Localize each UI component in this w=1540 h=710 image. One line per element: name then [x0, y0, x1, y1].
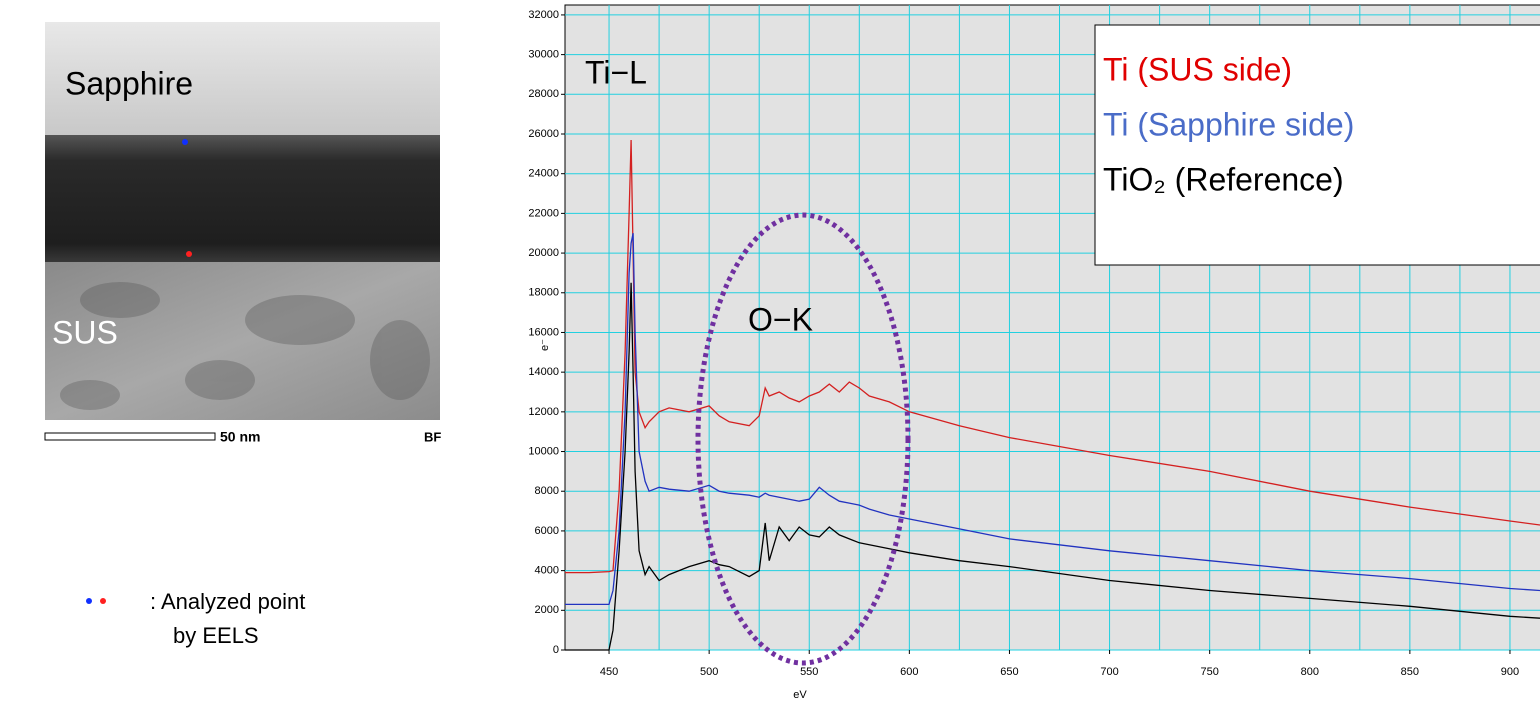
texture — [60, 282, 430, 410]
x-tick-label: 700 — [1100, 666, 1118, 678]
y-tick-label: 4000 — [535, 565, 559, 577]
x-tick-label: 900 — [1501, 666, 1519, 678]
legend-box — [1094, 24, 1540, 266]
chart: 0 2000 4000 6000 8000 10000 12000 14000 16000 180… — [528, 4, 1540, 701]
y-tick-label: 32000 — [528, 9, 559, 21]
x-tick-label: 800 — [1301, 666, 1319, 678]
highlight-ellipse — [695, 212, 911, 666]
caption: by EELS — [173, 623, 259, 648]
y-tick-label: 0 — [553, 644, 559, 656]
y-tick-label: 18000 — [528, 287, 559, 299]
y-tick-label: 10000 — [528, 445, 559, 457]
y-tick-label: 28000 — [528, 88, 559, 100]
x-tick-label: 500 — [700, 666, 718, 678]
y-tick-label: 22000 — [528, 207, 559, 219]
y-tick-label: 12000 — [528, 406, 559, 418]
y-tick-label: 2000 — [535, 604, 559, 616]
x-tick-label: 450 — [600, 666, 618, 678]
scale-bar — [44, 432, 216, 441]
sapphire-region — [45, 22, 440, 136]
y-tick-label: 24000 — [528, 168, 559, 180]
x-tick-label: 650 — [1000, 666, 1018, 678]
region-label: Sapphire — [65, 65, 193, 101]
legend-entry: Ti (SUS side) — [1103, 51, 1292, 87]
y-tick-label: 20000 — [528, 247, 559, 259]
x-tick-label: 850 — [1401, 666, 1419, 678]
annotation: O−K — [748, 301, 813, 337]
series-line — [565, 233, 1540, 606]
region-label: SUS — [52, 314, 118, 350]
legend-dot — [100, 598, 106, 604]
analysis-point — [186, 251, 192, 257]
sus-region — [45, 262, 440, 420]
x-tick-label: 750 — [1200, 666, 1218, 678]
y-tick-label: 16000 — [528, 326, 559, 338]
mode-label: BF — [424, 429, 441, 444]
legend-entry: Ti (Sapphire side) — [1103, 106, 1354, 142]
legend-entry: TiO₂ (Reference) — [1103, 161, 1344, 197]
x-axis-label: eV — [793, 689, 807, 701]
y-tick-label: 8000 — [535, 485, 559, 497]
y-tick-label: 30000 — [528, 49, 559, 61]
y-tick-label: 26000 — [528, 128, 559, 140]
film-region — [45, 135, 440, 263]
analysis-point — [182, 139, 188, 145]
scale-label: 50 nm — [220, 429, 260, 445]
x-tick-label: 600 — [900, 666, 918, 678]
caption: : Analyzed point — [150, 589, 305, 614]
x-tick-label: 550 — [800, 666, 818, 678]
y-tick-label: 6000 — [535, 525, 559, 537]
legend-dot — [86, 598, 92, 604]
annotation: Ti−L — [585, 54, 647, 90]
series-line — [565, 282, 1540, 651]
y-axis-label: e⁻ — [539, 339, 551, 351]
series-line — [565, 139, 1540, 574]
y-tick-label: 14000 — [528, 366, 559, 378]
micrograph: Sapphire SUS 50 nm BF : Analyzed point b… — [44, 22, 441, 648]
